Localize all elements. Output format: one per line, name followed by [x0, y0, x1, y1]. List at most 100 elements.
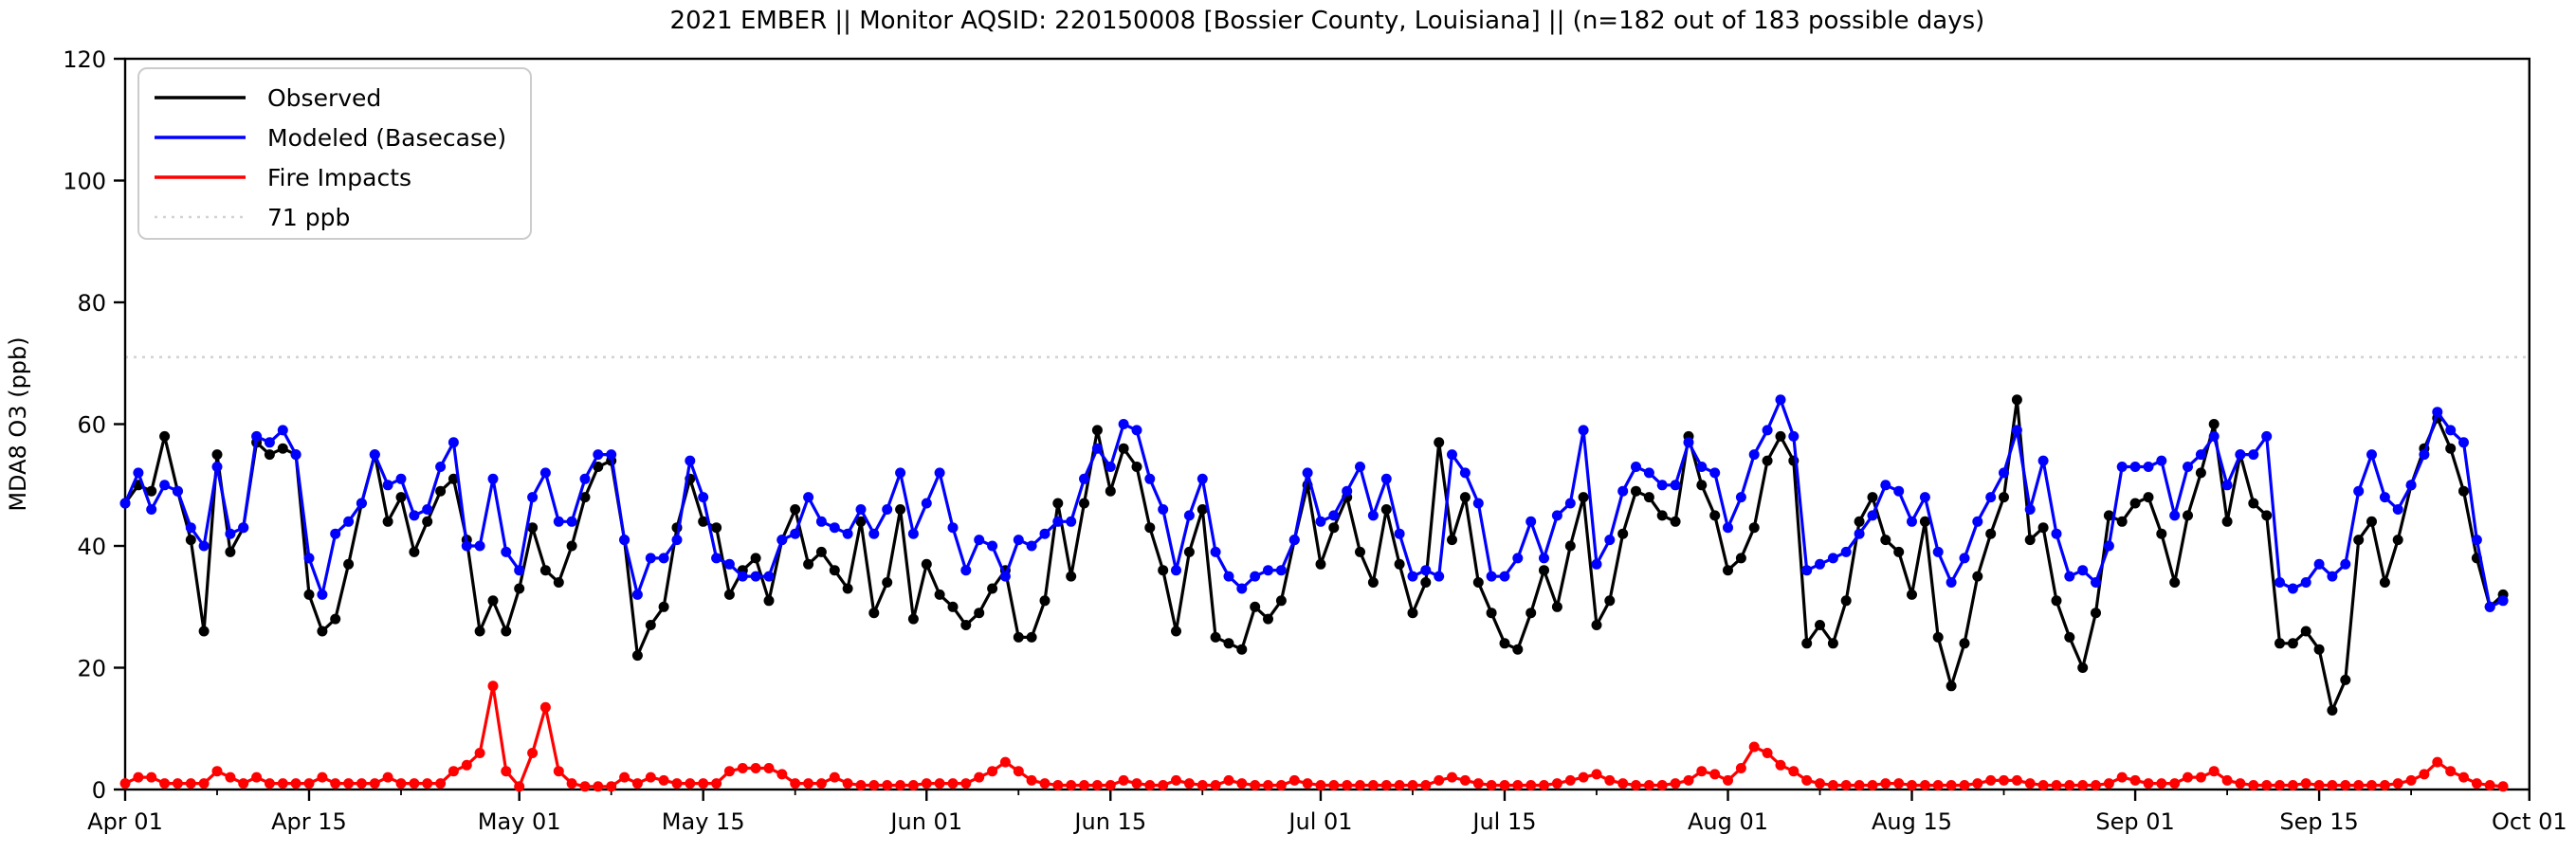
data-point: [2195, 771, 2206, 783]
data-point: [172, 485, 183, 497]
data-point: [593, 781, 604, 792]
data-point: [882, 504, 893, 515]
data-point: [317, 771, 328, 783]
data-point: [1355, 462, 1365, 472]
data-point: [1486, 571, 1497, 582]
data-point: [1631, 485, 1641, 497]
data-point: [2287, 780, 2298, 790]
data-point: [501, 546, 512, 557]
data-point: [382, 516, 393, 527]
data-point: [1026, 540, 1037, 552]
x-tick-label: Apr 15: [271, 808, 347, 835]
data-point: [461, 540, 472, 552]
data-point: [1367, 780, 1379, 790]
data-point: [422, 516, 433, 527]
data-point: [501, 626, 512, 637]
data-point: [1407, 780, 1418, 790]
data-point: [330, 613, 341, 625]
data-point: [395, 492, 407, 503]
x-tick-label: Jul 01: [1287, 808, 1352, 835]
data-point: [1144, 473, 1156, 484]
data-point: [1091, 780, 1103, 790]
data-point: [763, 595, 775, 607]
data-point: [1197, 473, 1208, 484]
data-point: [2366, 780, 2377, 790]
data-point: [1840, 780, 1852, 790]
data-point: [1236, 644, 1248, 655]
data-point: [842, 778, 853, 789]
data-point: [2011, 394, 2022, 406]
data-point: [527, 522, 539, 534]
data-point: [2129, 774, 2141, 786]
data-point: [2379, 492, 2390, 503]
data-point: [303, 778, 315, 789]
data-point: [671, 535, 683, 546]
data-point: [1183, 778, 1195, 789]
data-point: [2143, 462, 2154, 472]
legend-label: Modeled (Basecase): [267, 124, 506, 152]
data-point: [2248, 449, 2259, 461]
data-point: [685, 455, 696, 466]
data-point: [1013, 535, 1024, 546]
data-point: [2235, 778, 2246, 789]
data-point: [290, 449, 301, 461]
data-point: [1434, 571, 1445, 582]
data-point: [1840, 595, 1852, 607]
data-point: [448, 766, 459, 777]
data-point: [198, 778, 210, 789]
x-tick-label: Sep 15: [2279, 808, 2358, 835]
data-point: [711, 522, 722, 534]
data-point: [1499, 780, 1510, 790]
data-point: [474, 748, 485, 758]
data-point: [1275, 595, 1287, 607]
data-point: [1867, 510, 1878, 521]
y-tick-label: 80: [77, 290, 106, 317]
data-point: [1394, 558, 1405, 570]
data-point: [921, 558, 932, 570]
data-point: [776, 769, 788, 780]
data-point: [2366, 449, 2377, 461]
data-point: [172, 778, 183, 789]
data-point: [868, 608, 880, 619]
data-point: [448, 473, 459, 484]
data-point: [1972, 571, 1983, 582]
data-point: [514, 781, 525, 792]
data-point: [1158, 565, 1169, 576]
data-point: [2300, 577, 2311, 588]
data-point: [1105, 780, 1116, 790]
data-point: [2156, 778, 2167, 789]
data-point: [185, 535, 196, 546]
data-point: [723, 589, 735, 600]
data-point: [1039, 528, 1050, 539]
data-point: [1643, 780, 1654, 790]
data-point: [1499, 571, 1510, 582]
data-point: [1302, 778, 1313, 789]
data-point: [1526, 780, 1537, 790]
data-point: [487, 473, 499, 484]
data-point: [553, 516, 564, 527]
data-point: [211, 462, 223, 472]
y-tick-label: 60: [77, 412, 106, 439]
data-point: [2077, 780, 2089, 790]
data-point: [501, 766, 512, 777]
data-point: [1591, 620, 1602, 630]
data-point: [619, 771, 630, 783]
data-point: [987, 540, 998, 552]
data-point: [1091, 443, 1103, 454]
data-point: [842, 528, 853, 539]
data-point: [868, 528, 880, 539]
data-point: [2275, 577, 2285, 588]
data-point: [1158, 780, 1169, 790]
data-point: [790, 528, 801, 539]
data-point: [1447, 771, 1457, 783]
data-point: [1250, 601, 1261, 612]
data-point: [343, 778, 355, 789]
data-point: [1263, 780, 1273, 790]
data-point: [698, 778, 709, 789]
data-point: [1472, 577, 1484, 588]
data-point: [1907, 516, 1917, 527]
data-point: [1604, 774, 1616, 786]
data-point: [435, 462, 447, 472]
data-point: [1380, 473, 1392, 484]
